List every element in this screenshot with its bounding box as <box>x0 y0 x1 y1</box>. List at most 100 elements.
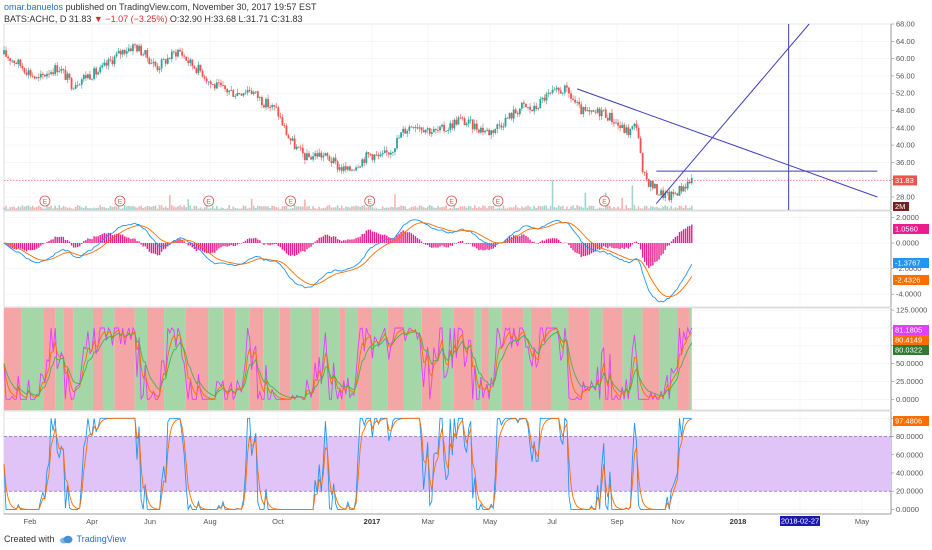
macd-histogram-bar <box>402 230 404 243</box>
candle-body <box>353 169 355 171</box>
chart-header: omar.banuelos published on TradingView.c… <box>4 2 317 25</box>
candle-body <box>533 105 536 112</box>
macd-histogram-bar <box>359 236 361 243</box>
macd-histogram-bar <box>519 236 521 243</box>
candle-body <box>236 93 239 97</box>
volume-bar <box>660 208 662 210</box>
candle-body <box>318 152 321 157</box>
volume-bar <box>250 198 253 210</box>
macd-histogram-bar <box>570 243 572 249</box>
macd-histogram-bar <box>138 241 140 243</box>
volume-bar <box>541 206 544 210</box>
candle-body <box>289 138 292 141</box>
author-link[interactable]: omar.banuelos <box>4 2 64 12</box>
macd-histogram-bar <box>355 238 357 243</box>
tradingview-brand[interactable]: TradingView <box>76 534 127 544</box>
volume-bar <box>437 205 439 210</box>
volume-bar <box>330 207 333 210</box>
volume-bar <box>412 206 415 210</box>
macd-histogram-bar <box>654 243 656 263</box>
volume-bar <box>72 208 75 210</box>
candle-body <box>449 123 452 130</box>
candle-body <box>394 148 396 152</box>
volume-bar <box>19 207 22 210</box>
y-tick-label: 68.00 <box>896 20 915 29</box>
y-tick-label: 56.00 <box>896 71 915 80</box>
created-with-text: Created with <box>4 534 55 544</box>
candle-body <box>246 89 249 93</box>
volume-bar <box>324 207 327 210</box>
candle-body <box>402 128 405 133</box>
volume-bar <box>431 205 433 210</box>
candle-body <box>105 62 108 66</box>
candle-body <box>492 130 495 133</box>
macd-histogram-bar <box>388 237 390 243</box>
macd-histogram-bar <box>134 238 136 243</box>
volume-bar <box>146 205 149 210</box>
macd-histogram-bar <box>689 225 691 243</box>
candle-body <box>76 85 79 86</box>
volume-bar <box>134 206 136 210</box>
volume-bar <box>553 206 556 210</box>
volume-badge <box>893 202 909 211</box>
macd-histogram-bar <box>656 243 658 262</box>
candle-body <box>117 50 120 54</box>
macd-histogram-bar <box>553 238 556 243</box>
macd-histogram-bar <box>210 243 212 254</box>
published-text: published on TradingView.com, November 3… <box>65 2 317 12</box>
volume-bar <box>670 205 673 210</box>
volume-bar <box>602 208 605 210</box>
earnings-marker-label: E <box>288 199 293 206</box>
candle-body <box>322 155 325 158</box>
earnings-marker-label: E <box>496 199 501 206</box>
candle-body <box>543 97 546 101</box>
rsi-background-band <box>622 308 643 410</box>
candle-body <box>58 71 61 73</box>
macd-histogram-bar <box>40 243 42 246</box>
candle-body <box>340 167 343 171</box>
candle-body <box>660 190 662 196</box>
candle-body <box>299 147 302 149</box>
volume-bar <box>396 207 398 210</box>
volume-bar <box>506 208 509 210</box>
rsi-background-band <box>589 308 603 410</box>
macd-histogram-bar <box>427 243 429 246</box>
volume-bar <box>37 205 40 210</box>
volume-bar <box>568 208 570 210</box>
macd-histogram-bar <box>265 243 267 244</box>
candle-body <box>324 153 327 156</box>
candle-body <box>625 127 628 133</box>
candle-body <box>578 102 581 105</box>
y-tick-label: 2.0000 <box>896 213 919 222</box>
macd-histogram-bar <box>257 239 259 243</box>
volume-bar <box>676 208 679 210</box>
macd-histogram-bar <box>682 229 685 243</box>
rsi-background-band <box>501 308 524 410</box>
candle-body <box>336 161 339 170</box>
macd-histogram-bar <box>38 243 40 248</box>
candle-body <box>9 58 12 61</box>
macd-histogram-bar <box>197 243 200 250</box>
candle-body <box>398 137 400 139</box>
volume-bar <box>58 205 61 210</box>
candle-body <box>500 125 503 128</box>
macd-histogram-bar <box>296 243 298 255</box>
candle-body <box>574 99 576 103</box>
volume-bar <box>525 206 527 210</box>
macd-histogram-bar <box>445 243 447 248</box>
candle-body <box>518 108 521 115</box>
macd-histogram-bar <box>652 243 654 266</box>
volume-bar <box>171 205 173 210</box>
candle-body <box>351 169 353 171</box>
volume-bar <box>682 207 685 210</box>
macd-histogram-bar <box>244 240 247 243</box>
candle-body <box>379 154 382 157</box>
volume-bar <box>13 206 16 210</box>
macd-histogram-bar <box>273 243 275 245</box>
y-tick-label: 60.0000 <box>896 450 923 459</box>
volume-bar <box>512 207 515 210</box>
volume-bar <box>543 205 546 210</box>
macd-histogram-bar <box>181 240 183 243</box>
candle-body <box>23 68 26 73</box>
